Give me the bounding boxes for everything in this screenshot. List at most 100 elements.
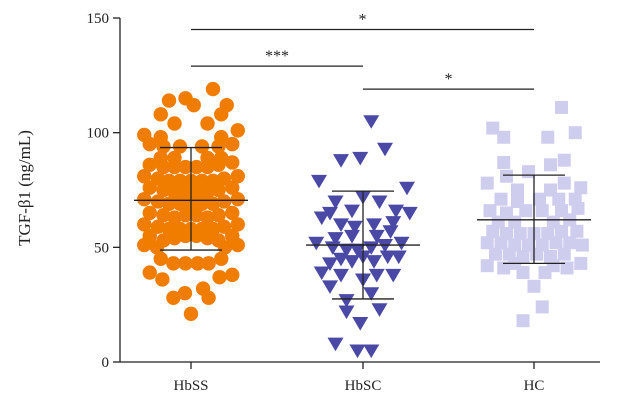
- data-point: [511, 183, 524, 197]
- data-point: [200, 210, 215, 225]
- data-point: [522, 238, 535, 252]
- significance-label: *: [445, 71, 453, 88]
- data-point: [570, 224, 584, 238]
- data-point: [225, 180, 240, 195]
- data-point: [205, 221, 221, 237]
- data-point: [153, 130, 168, 145]
- data-point: [544, 183, 557, 197]
- data-point: [363, 287, 380, 301]
- errorbar-hc: [477, 174, 591, 265]
- data-point: [557, 153, 571, 167]
- data-point: [557, 247, 571, 261]
- data-point: [563, 236, 577, 250]
- y-ticks: 0 50 100 150: [87, 11, 120, 371]
- data-point: [178, 185, 193, 200]
- data-point: [338, 294, 355, 308]
- data-point: [313, 266, 330, 281]
- data-point: [546, 215, 560, 229]
- data-point: [142, 157, 157, 172]
- data-point: [333, 268, 349, 283]
- data-point: [560, 261, 574, 275]
- data-point: [230, 123, 245, 138]
- significance-label: ***: [265, 48, 289, 65]
- data-point: [480, 236, 494, 250]
- series-hc: [480, 100, 589, 328]
- data-point: [214, 150, 229, 166]
- data-point: [382, 225, 399, 239]
- data-point: [211, 233, 226, 248]
- data-point: [225, 205, 240, 221]
- data-point: [156, 208, 171, 223]
- data-point: [142, 205, 157, 221]
- data-point: [494, 192, 508, 206]
- data-point: [190, 256, 205, 271]
- data-point: [230, 169, 245, 184]
- data-point: [225, 136, 240, 152]
- data-point: [344, 229, 360, 244]
- data-point: [500, 206, 513, 220]
- data-point: [178, 208, 193, 223]
- data-point: [142, 265, 157, 280]
- data-point: [344, 204, 360, 219]
- data-point: [483, 204, 497, 218]
- y-axis-label: TGF-β1 (ng/mL): [15, 130, 34, 246]
- data-point: [156, 233, 171, 248]
- data-point: [486, 121, 500, 135]
- data-point: [194, 221, 210, 237]
- data-point: [338, 243, 355, 258]
- data-point: [500, 227, 513, 241]
- data-point: [497, 130, 511, 144]
- data-point: [497, 155, 511, 169]
- data-point: [166, 290, 181, 305]
- x-tick-label: HC: [524, 378, 545, 394]
- data-point: [161, 173, 177, 189]
- data-point: [205, 173, 221, 189]
- data-point: [333, 154, 349, 168]
- data-point: [178, 91, 193, 106]
- x-tick-label: HbSS: [173, 378, 208, 394]
- data-point: [349, 344, 366, 359]
- data-point: [533, 192, 546, 206]
- data-point: [322, 257, 338, 271]
- data-point: [311, 174, 327, 189]
- data-point: [363, 115, 380, 129]
- data-point: [535, 204, 549, 218]
- data-point: [497, 261, 511, 275]
- y-tick-label: 150: [87, 11, 110, 27]
- data-point: [489, 247, 502, 261]
- errorbar-hbsc: [306, 190, 420, 300]
- significance-bracket: ***: [191, 48, 363, 67]
- data-point: [385, 216, 402, 230]
- data-point: [557, 176, 571, 190]
- data-point: [161, 221, 177, 237]
- data-point: [211, 208, 226, 223]
- data-point: [371, 303, 388, 317]
- data-point: [574, 256, 588, 270]
- data-point: [194, 139, 210, 154]
- data-point: [178, 256, 193, 271]
- data-point: [313, 211, 330, 226]
- data-point: [230, 191, 245, 207]
- data-point: [508, 238, 522, 252]
- data-point: [366, 255, 382, 269]
- data-point: [352, 151, 369, 166]
- data-point: [322, 206, 338, 221]
- data-point: [327, 337, 344, 352]
- data-point: [522, 165, 535, 179]
- data-point: [142, 180, 157, 195]
- data-point: [167, 185, 182, 200]
- significance-label: *: [359, 11, 367, 28]
- series-hbss: [137, 81, 245, 322]
- data-point: [544, 158, 557, 172]
- data-point: [200, 150, 215, 166]
- y-tick-label: 50: [94, 240, 109, 256]
- data-point: [568, 126, 582, 140]
- data-point: [541, 130, 555, 144]
- data-point: [161, 93, 177, 108]
- data-point: [230, 217, 245, 232]
- data-point: [327, 195, 344, 210]
- data-point: [388, 204, 404, 219]
- data-point: [189, 185, 204, 200]
- data-point: [189, 208, 204, 223]
- data-point: [216, 194, 232, 209]
